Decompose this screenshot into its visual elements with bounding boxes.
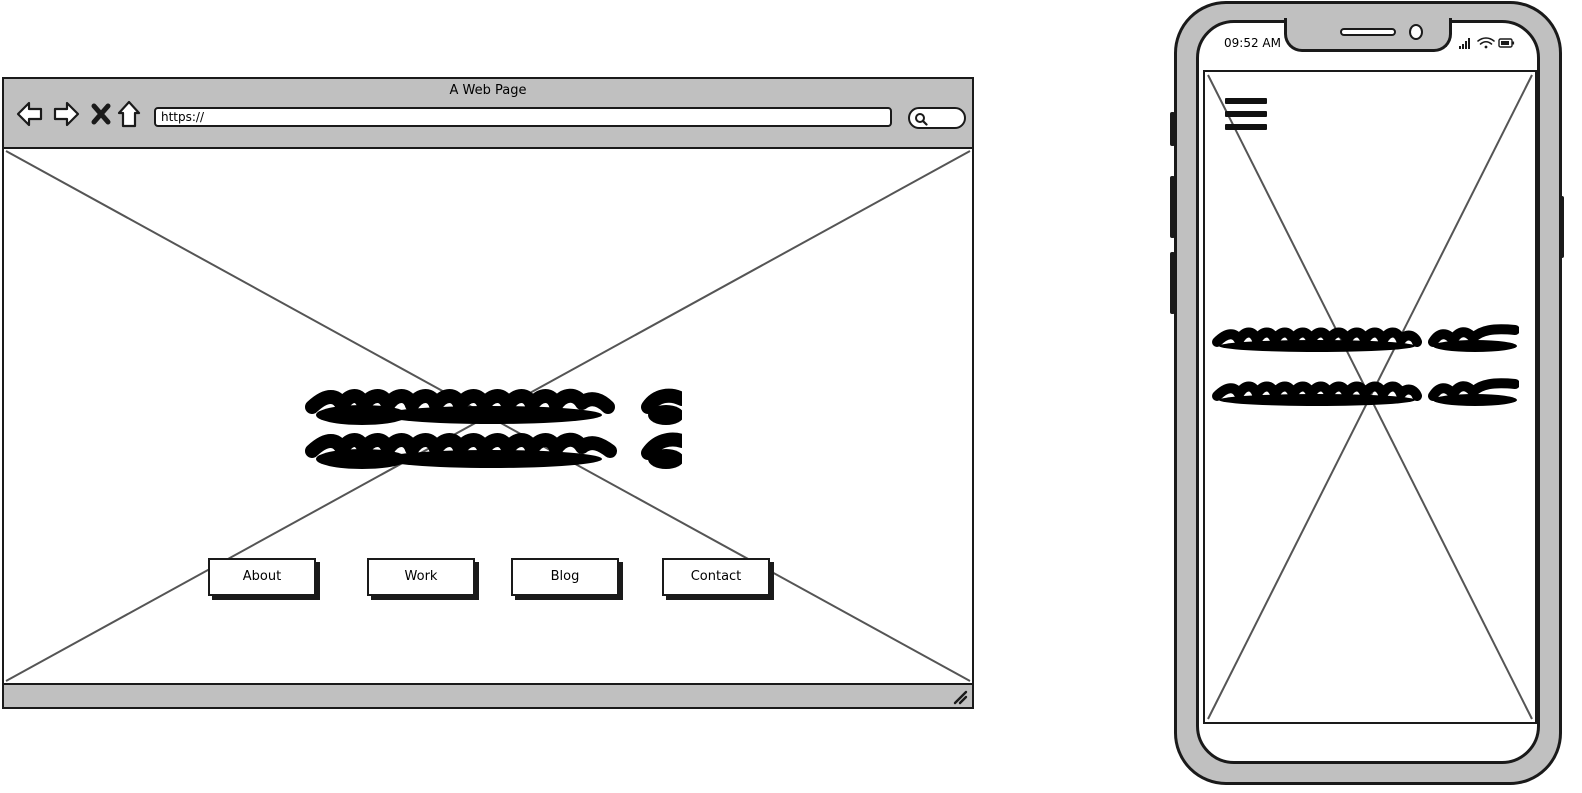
hero-text-scribble (305, 388, 682, 469)
back-arrow-icon[interactable] (16, 99, 44, 129)
nav-button-blog[interactable]: Blog (511, 558, 619, 596)
phone-page-content (1203, 70, 1537, 724)
phone-hero-text-scribble (1212, 324, 1519, 406)
search-field[interactable] (908, 107, 966, 129)
browser-toolbar: A Web Page https:// (4, 79, 972, 149)
resize-grip-icon[interactable] (952, 689, 968, 705)
nav-button-about[interactable]: About (208, 558, 316, 596)
phone-status-time: 09:52 AM (1224, 36, 1281, 50)
phone-status-icons (1458, 36, 1516, 50)
speaker-icon (1340, 28, 1396, 36)
wifi-icon (1477, 37, 1495, 49)
browser-title: A Web Page (449, 83, 527, 98)
battery-icon (1498, 38, 1515, 48)
close-icon[interactable] (90, 99, 112, 129)
nav-button-contact[interactable]: Contact (662, 558, 770, 596)
forward-arrow-icon[interactable] (52, 99, 80, 129)
hamburger-menu-icon[interactable] (1225, 96, 1269, 132)
camera-icon (1409, 24, 1423, 40)
page-content: About Work Blog Contact (4, 149, 972, 683)
browser-status-bar (4, 683, 972, 707)
phone-mute-switch (1170, 112, 1175, 146)
home-icon[interactable] (116, 99, 142, 129)
phone-volume-down-button (1170, 252, 1175, 314)
browser-window: A Web Page https:// (2, 77, 974, 709)
address-bar[interactable]: https:// (154, 107, 892, 127)
search-icon (914, 111, 928, 126)
signal-icon (1459, 38, 1470, 49)
nav-button-work[interactable]: Work (367, 558, 475, 596)
phone-power-button (1559, 196, 1564, 258)
phone-volume-up-button (1170, 176, 1175, 238)
